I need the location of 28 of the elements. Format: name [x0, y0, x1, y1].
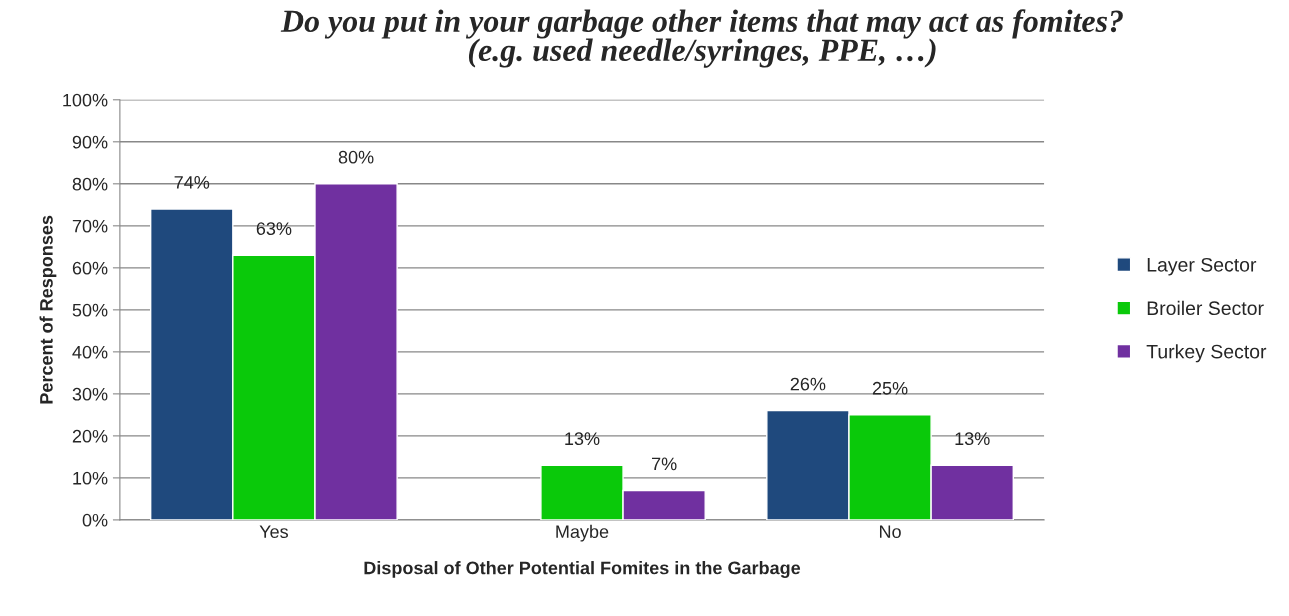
- chart-title: Do you put in your garbage other items that may act as fomites? (e.g. used needle/syringes, PPE, …): [280, 9, 1123, 68]
- x-tick-label: Yes: [259, 525, 288, 539]
- text: 7%: [652, 457, 677, 471]
- legend-label: Layer Sector: [1147, 257, 1257, 276]
- y-tick-label: 0%: [82, 513, 108, 527]
- x-tick-label: No: [880, 525, 901, 539]
- y-tick-label: 50%: [72, 303, 108, 317]
- text: 63%: [256, 222, 292, 235]
- y-tick-label: 90%: [72, 135, 108, 149]
- y-tick-label: 100%: [63, 93, 108, 107]
- y-axis-title: Percent of Responses: [39, 215, 57, 404]
- y-tick-label: 40%: [72, 345, 108, 359]
- text: 26%: [790, 377, 826, 391]
- x-axis-title: Disposal of Other Potential Fomites in the Garbage: [364, 561, 801, 578]
- legend-label: Broiler Sector: [1147, 300, 1264, 316]
- y-tick-label: 30%: [72, 387, 108, 401]
- y-tick-label: 20%: [72, 429, 108, 443]
- y-tick-label: 80%: [72, 177, 108, 191]
- y-tick-label: 60%: [72, 261, 108, 275]
- y-tick-label: 10%: [73, 471, 108, 485]
- y-tick-label: 70%: [72, 219, 108, 233]
- text: 13%: [955, 432, 990, 446]
- text: 74%: [174, 176, 210, 189]
- text: 13%: [565, 432, 600, 446]
- x-tick-label: Maybe: [556, 524, 609, 542]
- text: 25%: [872, 381, 908, 395]
- text: 80%: [338, 150, 374, 164]
- legend-label: Turkey Sector: [1146, 344, 1267, 363]
